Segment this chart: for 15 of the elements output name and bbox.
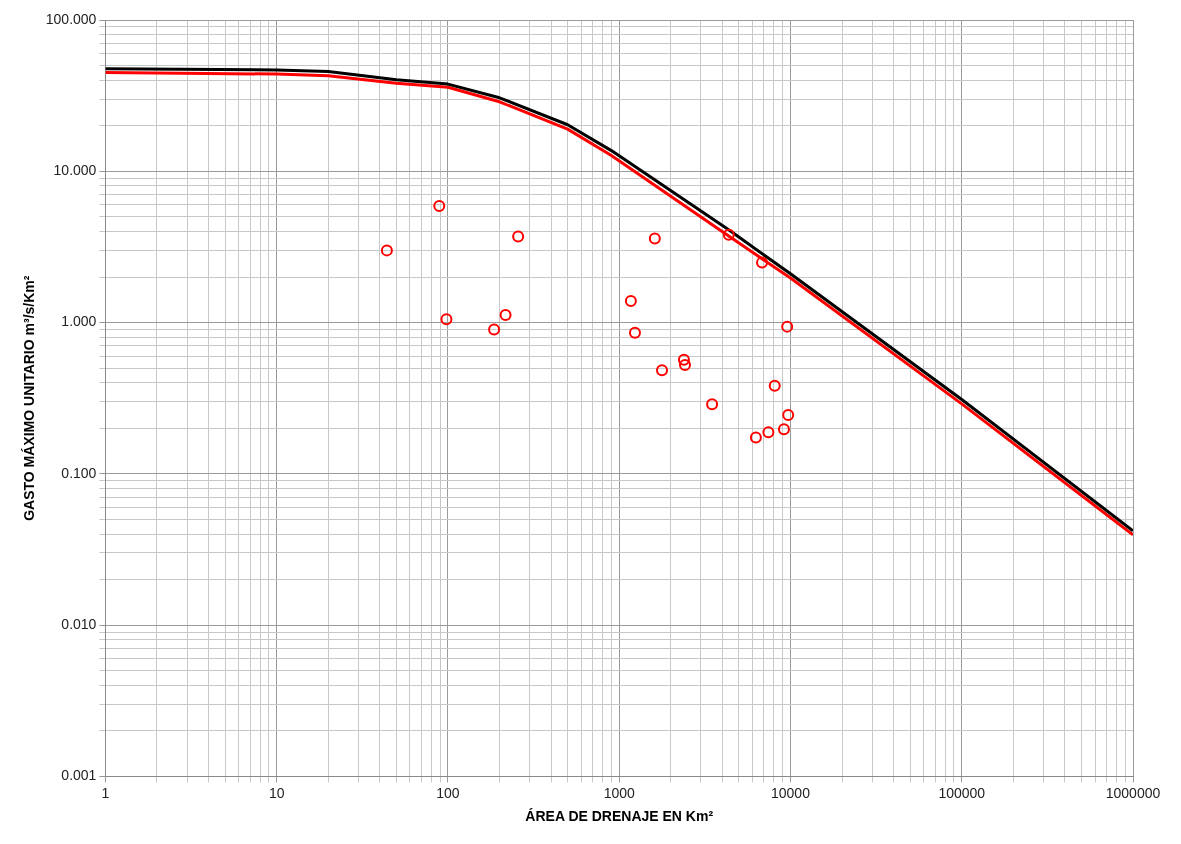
x-tick-label: 10 [268, 784, 285, 801]
x-tick-label: 1000000 [1105, 784, 1161, 801]
y-tick-label: 0.100 [61, 464, 97, 481]
y-tick-label: 0.001 [61, 767, 97, 784]
y-tick-label: 100.000 [45, 10, 97, 27]
y-tick-label: 0.010 [61, 615, 97, 632]
x-tick-label: 100000 [938, 784, 986, 801]
x-tick-label: 1 [101, 784, 110, 801]
x-axis-title: ÁREA DE DRENAJE EN Km² [525, 808, 714, 825]
y-axis-title: GASTO MÁXIMO UNITARIO m³/s/Km² [21, 275, 38, 521]
y-tick-label: 1.000 [61, 313, 97, 330]
x-tick-label: 10000 [771, 784, 811, 801]
x-tick-label: 1000 [603, 784, 635, 801]
x-tick-label: 100 [436, 784, 460, 801]
y-tick-label: 10.000 [53, 162, 97, 179]
